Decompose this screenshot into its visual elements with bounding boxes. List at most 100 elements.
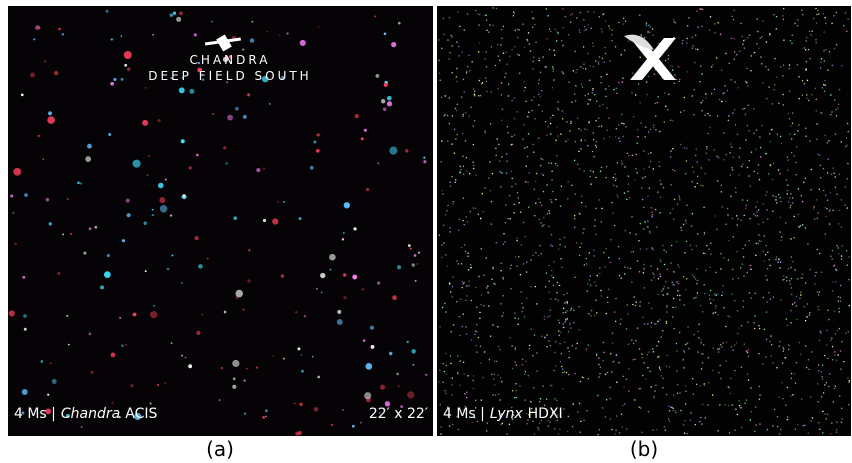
star [559, 243, 561, 246]
star [343, 295, 347, 300]
star [824, 16, 826, 19]
star [749, 217, 751, 220]
star [805, 68, 807, 70]
star [791, 303, 794, 305]
star [571, 13, 573, 15]
star [379, 384, 386, 390]
star [840, 226, 843, 228]
star [690, 412, 692, 414]
star [790, 395, 792, 397]
star [844, 204, 846, 206]
star [456, 260, 458, 262]
star [755, 206, 757, 208]
star [449, 231, 451, 233]
star [643, 323, 646, 325]
star [695, 148, 697, 150]
star [453, 152, 456, 154]
star [838, 88, 841, 91]
star [774, 84, 776, 86]
star [817, 306, 819, 308]
star [201, 313, 204, 316]
star [627, 313, 629, 315]
star [788, 348, 790, 351]
star [667, 109, 669, 111]
star [459, 334, 461, 337]
star [676, 392, 679, 394]
star [830, 113, 832, 116]
star [729, 174, 731, 176]
star [626, 428, 628, 430]
star [814, 87, 817, 90]
star [474, 399, 477, 401]
star [620, 54, 622, 56]
star [510, 144, 512, 146]
star [637, 136, 639, 138]
star [539, 398, 542, 400]
star [606, 107, 608, 109]
star [520, 244, 523, 246]
star [38, 26, 41, 30]
star [451, 394, 453, 396]
star [475, 344, 477, 347]
star [657, 341, 660, 343]
star [584, 139, 586, 141]
star [826, 142, 829, 144]
star [742, 300, 745, 302]
star [667, 54, 669, 57]
star [478, 51, 480, 53]
star [583, 170, 585, 172]
star [466, 285, 468, 287]
star [451, 285, 454, 288]
star [618, 246, 620, 248]
star [779, 196, 781, 199]
star [809, 312, 811, 314]
star [509, 55, 511, 58]
star [645, 81, 648, 83]
star [800, 353, 802, 355]
star [588, 279, 591, 281]
star [670, 150, 672, 152]
star [562, 72, 565, 75]
star [643, 263, 645, 266]
star [825, 216, 827, 218]
star [707, 357, 709, 359]
star [634, 399, 636, 401]
star [685, 160, 688, 162]
star [654, 69, 656, 71]
star [833, 265, 835, 267]
star [648, 302, 650, 304]
star [784, 357, 786, 359]
star [605, 312, 607, 315]
star [683, 96, 686, 99]
star [736, 251, 738, 253]
star [441, 189, 444, 192]
star [717, 180, 719, 182]
star [466, 295, 468, 297]
star [709, 114, 711, 117]
star [608, 136, 611, 138]
star [533, 151, 535, 153]
star [694, 61, 696, 64]
star [562, 8, 564, 10]
star [765, 338, 768, 341]
star [607, 301, 609, 303]
star [831, 337, 833, 339]
star [715, 294, 717, 296]
chandra-icon [204, 34, 241, 52]
star [440, 96, 443, 98]
star [682, 359, 684, 361]
star [744, 113, 747, 116]
star [441, 47, 443, 50]
star [579, 431, 581, 433]
star [566, 301, 569, 303]
star [451, 72, 453, 74]
star [557, 299, 559, 301]
star [686, 278, 688, 280]
star [467, 65, 469, 68]
star [780, 236, 783, 238]
star [463, 173, 465, 175]
star [476, 420, 479, 423]
star [562, 44, 564, 47]
star [181, 281, 183, 284]
star [13, 167, 22, 176]
